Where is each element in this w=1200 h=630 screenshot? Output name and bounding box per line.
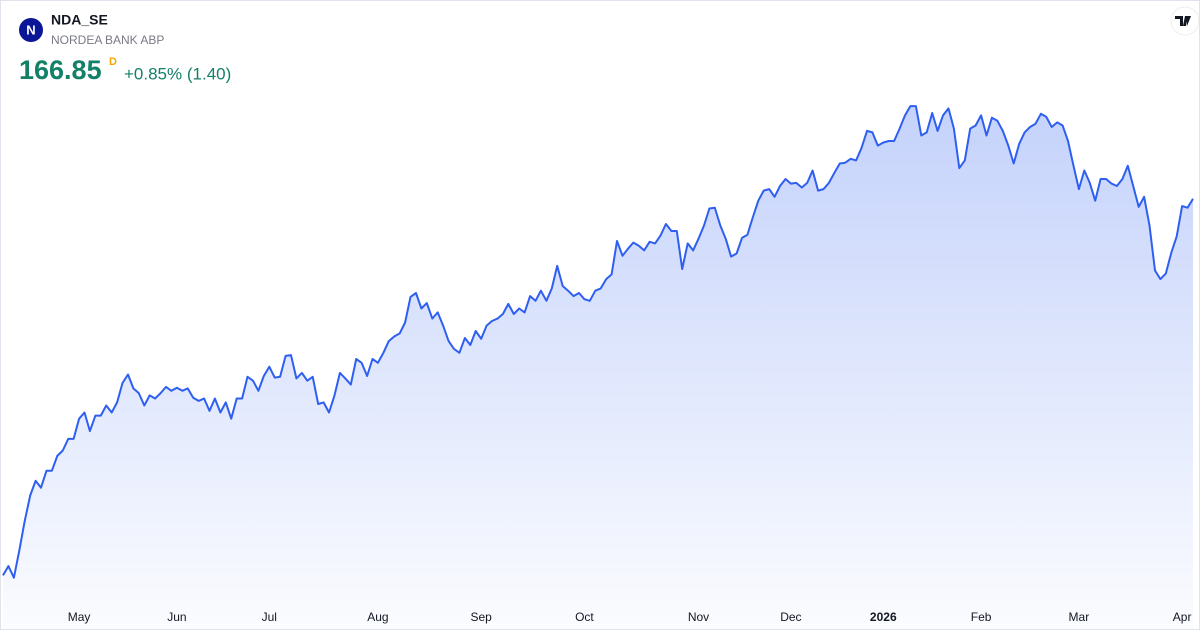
logo [19,18,43,42]
tv-logo[interactable] [1170,6,1199,36]
company-name: NORDEA BANK ABP [51,33,164,47]
symbol: NDA_SE [51,12,108,28]
logo-letter: N [26,22,35,37]
price: 166.85 [19,55,102,85]
x-tick-label: Feb [971,610,992,624]
plot-area [2,105,1194,629]
x-tick-label: Dec [780,610,801,624]
x-tick-label: Jun [167,610,186,624]
x-tick-label: Oct [575,610,594,624]
x-tick-label: Aug [367,610,388,624]
x-tick-label: Jul [262,610,277,624]
x-tick-label: 2026 [870,610,897,624]
price-line [2,105,1194,579]
x-tick-label: Nov [688,610,709,624]
interval: D [109,56,117,68]
x-tick-label: Mar [1069,610,1090,624]
area-fill [3,106,1193,629]
x-tick-label: Apr [1173,610,1192,624]
change: +0.85% (1.40) [124,64,231,83]
x-tick-label: May [68,610,91,624]
x-tick-label: Sep [470,610,492,624]
